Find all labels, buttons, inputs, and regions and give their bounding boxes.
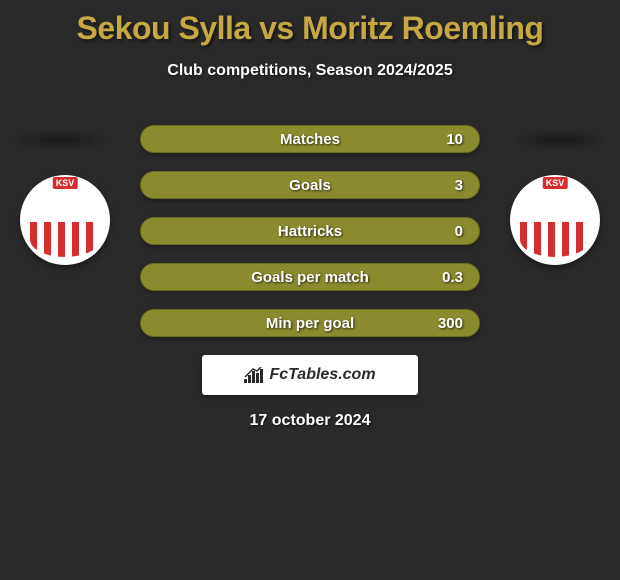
logo-stripes [520, 222, 590, 257]
stat-label: Hattricks [278, 223, 342, 240]
page-title: Sekou Sylla vs Moritz Roemling [0, 0, 620, 47]
right-club-logo: KSV [510, 175, 600, 265]
branding-text: FcTables.com [269, 366, 375, 384]
stat-row-goals-per-match: Goals per match 0.3 [140, 263, 480, 291]
stat-row-matches: Matches 10 [140, 125, 480, 153]
branding-box: FcTables.com [202, 355, 418, 395]
logo-badge-text: KSV [53, 177, 78, 189]
logo-circle: KSV [20, 175, 110, 265]
logo-stripes [30, 222, 100, 257]
logo-badge-text: KSV [543, 177, 568, 189]
stat-row-goals: Goals 3 [140, 171, 480, 199]
chart-icon [244, 367, 264, 383]
stat-value: 300 [438, 315, 463, 332]
logo-circle: KSV [510, 175, 600, 265]
stat-value: 10 [446, 131, 463, 148]
stats-container: Matches 10 Goals 3 Hattricks 0 Goals per… [140, 125, 480, 355]
stat-row-hattricks: Hattricks 0 [140, 217, 480, 245]
stat-label: Goals per match [251, 269, 369, 286]
stat-label: Matches [280, 131, 340, 148]
stat-row-min-per-goal: Min per goal 300 [140, 309, 480, 337]
page-subtitle: Club competitions, Season 2024/2025 [0, 62, 620, 80]
stat-label: Min per goal [266, 315, 354, 332]
main-container: Sekou Sylla vs Moritz Roemling Club comp… [0, 0, 620, 580]
stat-label: Goals [289, 177, 331, 194]
left-player-shadow [10, 130, 110, 150]
stat-value: 0 [455, 223, 463, 240]
stat-value: 0.3 [442, 269, 463, 286]
right-player-shadow [510, 130, 610, 150]
stat-value: 3 [455, 177, 463, 194]
eagle-icon [530, 195, 580, 223]
date-text: 17 october 2024 [250, 412, 371, 430]
eagle-icon [40, 195, 90, 223]
left-club-logo: KSV [20, 175, 110, 265]
